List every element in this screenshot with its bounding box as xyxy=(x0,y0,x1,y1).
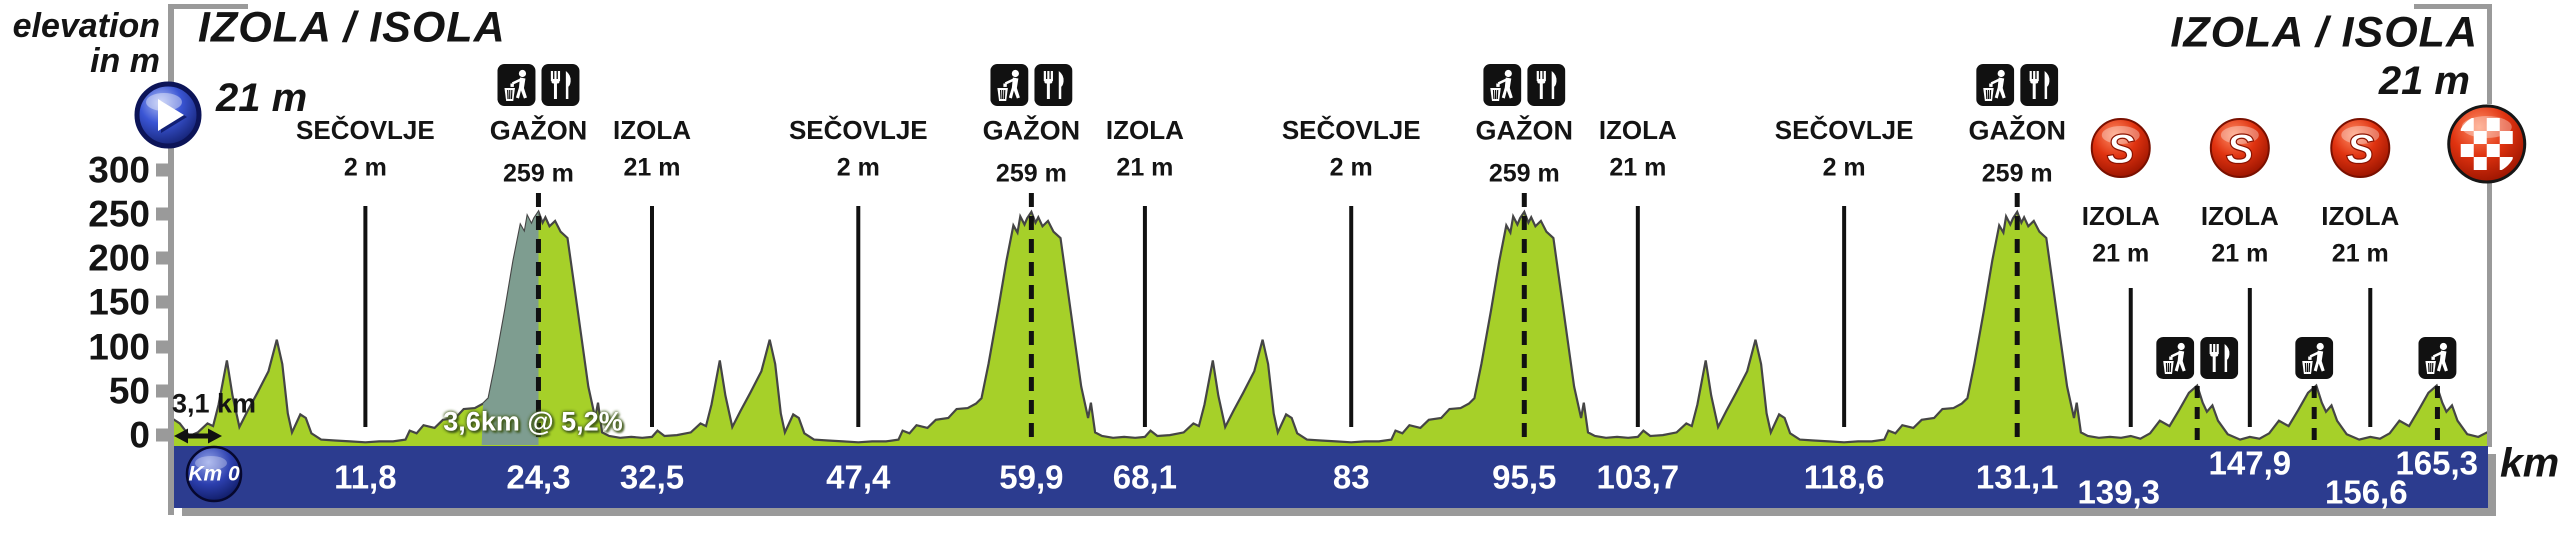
litter-zone-icon xyxy=(2156,337,2195,379)
sprint-icon: S xyxy=(2090,118,2151,178)
frame-top-right xyxy=(2414,4,2492,9)
litter-zone-icon xyxy=(1483,64,1522,106)
feed-zone-icon xyxy=(1034,64,1073,106)
y-axis-tick xyxy=(156,207,171,221)
litter-zone-icon xyxy=(990,64,1029,106)
y-axis-tick xyxy=(156,384,171,398)
y-axis-tick xyxy=(156,295,171,309)
finish-pole-top xyxy=(2487,4,2492,104)
svg-text:S: S xyxy=(2226,125,2254,172)
bar-shadow-bottom xyxy=(182,508,2496,516)
litter-zone-icon xyxy=(2295,337,2334,379)
km0-badge xyxy=(185,445,243,503)
frame-top-left xyxy=(168,4,248,9)
y-axis-tick xyxy=(156,251,171,265)
bar-shadow-right xyxy=(2488,454,2496,516)
y-axis-tick xyxy=(156,428,171,442)
svg-text:S: S xyxy=(2346,125,2374,172)
feed-zone-icon xyxy=(2020,64,2059,106)
sprint-icon: S xyxy=(2209,118,2270,178)
litter-zone-icon xyxy=(2418,337,2457,379)
start-icon xyxy=(134,81,202,149)
feed-zone-icon xyxy=(2200,337,2239,379)
first-climb-shaded-area xyxy=(481,211,539,445)
litter-zone-icon xyxy=(497,64,536,106)
svg-text:S: S xyxy=(2107,125,2135,172)
feed-zone-icon xyxy=(541,64,580,106)
y-axis-tick xyxy=(156,340,171,354)
litter-zone-icon xyxy=(1976,64,2015,106)
sprint-icon: S xyxy=(2330,118,2391,178)
elevation-profile-outline xyxy=(170,209,2492,444)
neutral-zone-arrow xyxy=(174,428,222,444)
finish-flag-icon xyxy=(2447,104,2527,184)
feed-zone-icon xyxy=(1527,64,1566,106)
elevation-profile-area xyxy=(171,211,2491,446)
km-axis-bar xyxy=(174,446,2488,508)
finish-pole xyxy=(2487,182,2492,447)
y-axis-tick xyxy=(156,163,171,177)
